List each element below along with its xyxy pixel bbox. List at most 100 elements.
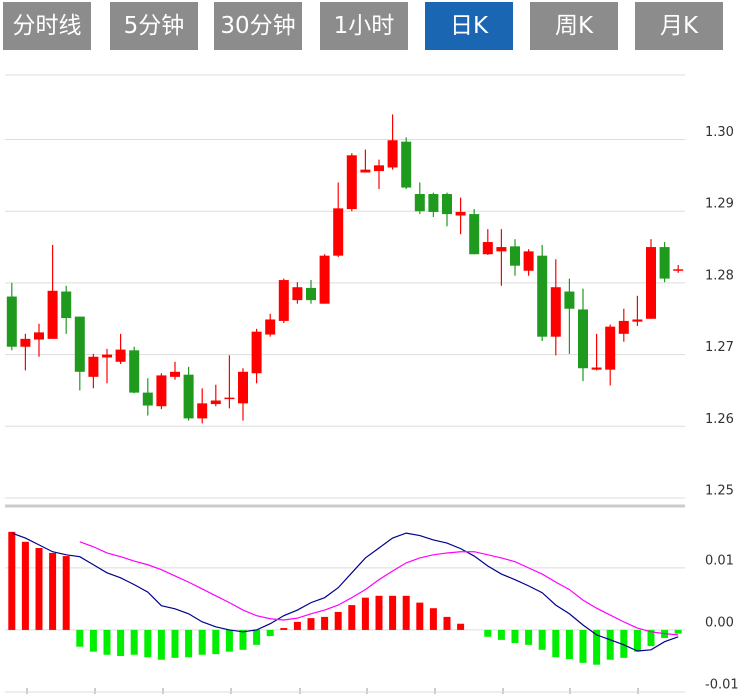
macd-bar	[130, 629, 138, 655]
macd-line	[79, 541, 679, 636]
candle-body	[578, 309, 588, 369]
macd-bar	[375, 595, 383, 630]
candle-body	[618, 320, 629, 334]
candle-body	[251, 331, 262, 374]
macd-bar	[171, 629, 179, 658]
y-tick-label: 1.27	[705, 340, 734, 355]
candle-body	[61, 291, 72, 319]
macd-bar	[157, 629, 165, 660]
candle-body	[20, 338, 31, 347]
candle-body	[319, 255, 330, 304]
candle-body	[659, 247, 670, 279]
candle-body	[550, 287, 561, 337]
macd-bar	[185, 629, 193, 658]
macd-bar	[49, 552, 57, 630]
candle-body	[537, 255, 548, 337]
candle-body	[115, 349, 126, 362]
candle-body	[632, 319, 643, 322]
macd-bar	[443, 616, 451, 630]
macd-bar	[511, 629, 519, 643]
candle-body	[401, 141, 412, 188]
candle-body	[47, 290, 58, 339]
y-tick-label: 0.01	[705, 553, 734, 568]
tab[interactable]: 周K	[530, 2, 618, 50]
candle-body	[74, 316, 85, 372]
macd-bar	[497, 629, 505, 640]
macd-bar	[35, 548, 43, 630]
macd-bar	[361, 597, 369, 630]
macd-bar	[565, 629, 573, 660]
candle-body	[34, 332, 44, 340]
tab[interactable]: 日K	[425, 2, 513, 50]
candle-body	[278, 280, 289, 321]
macd-bar	[429, 608, 437, 630]
candle-body	[129, 350, 140, 393]
tab[interactable]: 1小时	[320, 2, 408, 50]
candle-body	[210, 400, 221, 405]
macd-bar	[334, 611, 342, 630]
x-ticks	[26, 688, 639, 694]
candle-body	[224, 397, 235, 400]
candle-body	[306, 287, 316, 301]
tab[interactable]: 30分钟	[214, 2, 302, 50]
macd-bar	[103, 629, 111, 655]
macd-bar	[307, 618, 315, 630]
macd-bar	[253, 629, 261, 645]
macd-bar	[225, 629, 233, 652]
macd-bar	[416, 602, 424, 630]
candle-body	[673, 269, 684, 271]
macd-bar	[321, 616, 329, 630]
macd-bar	[62, 556, 70, 630]
macd-bar	[525, 629, 533, 645]
candle-body	[88, 356, 99, 377]
macd-bar	[212, 629, 220, 655]
candle-body	[428, 194, 439, 212]
candle-body	[564, 291, 575, 309]
macd-bar	[144, 629, 152, 658]
y-tick-label: -0.01	[705, 678, 739, 693]
candle-body	[646, 247, 656, 319]
candle-body	[292, 287, 303, 301]
macd-bar	[239, 629, 247, 650]
candle-body	[102, 354, 112, 358]
macd-bar	[538, 629, 546, 650]
candle-body	[265, 319, 276, 335]
macd-bar	[89, 629, 97, 652]
macd-bar	[348, 605, 356, 630]
macd-bar	[8, 531, 16, 630]
tab[interactable]: 5分钟	[110, 2, 198, 50]
y-tick-label: 0.00	[705, 615, 734, 630]
candle-body	[360, 169, 371, 173]
candle-body	[346, 155, 357, 210]
macd-bar	[389, 595, 397, 630]
candle-body	[387, 140, 398, 168]
macd-bar	[280, 628, 288, 630]
macd-line	[11, 532, 679, 652]
candle-body	[496, 247, 507, 252]
candle-body	[510, 246, 520, 266]
macd-bar	[76, 629, 84, 647]
macd-bar	[484, 629, 492, 637]
y-tick-label: 1.28	[705, 268, 734, 283]
macd-bar	[552, 629, 560, 658]
macd-bar	[620, 629, 628, 658]
macd-bar	[402, 595, 410, 630]
candle-body	[170, 371, 180, 377]
candle-body	[591, 367, 602, 370]
macd-bar	[198, 629, 206, 655]
macd-bar	[293, 621, 301, 630]
candle-body	[142, 392, 153, 406]
macd-bar	[674, 629, 682, 634]
tab[interactable]: 月K	[635, 2, 723, 50]
macd-bar	[579, 629, 587, 663]
y-tick-label: 1.26	[705, 412, 734, 427]
candle-body	[6, 296, 17, 347]
macd-bar	[633, 629, 641, 652]
candle-body	[156, 375, 167, 407]
tab[interactable]: 分时线	[3, 2, 91, 50]
candle-body	[374, 165, 384, 172]
macd-bar	[647, 629, 655, 647]
candle-body	[333, 208, 344, 256]
